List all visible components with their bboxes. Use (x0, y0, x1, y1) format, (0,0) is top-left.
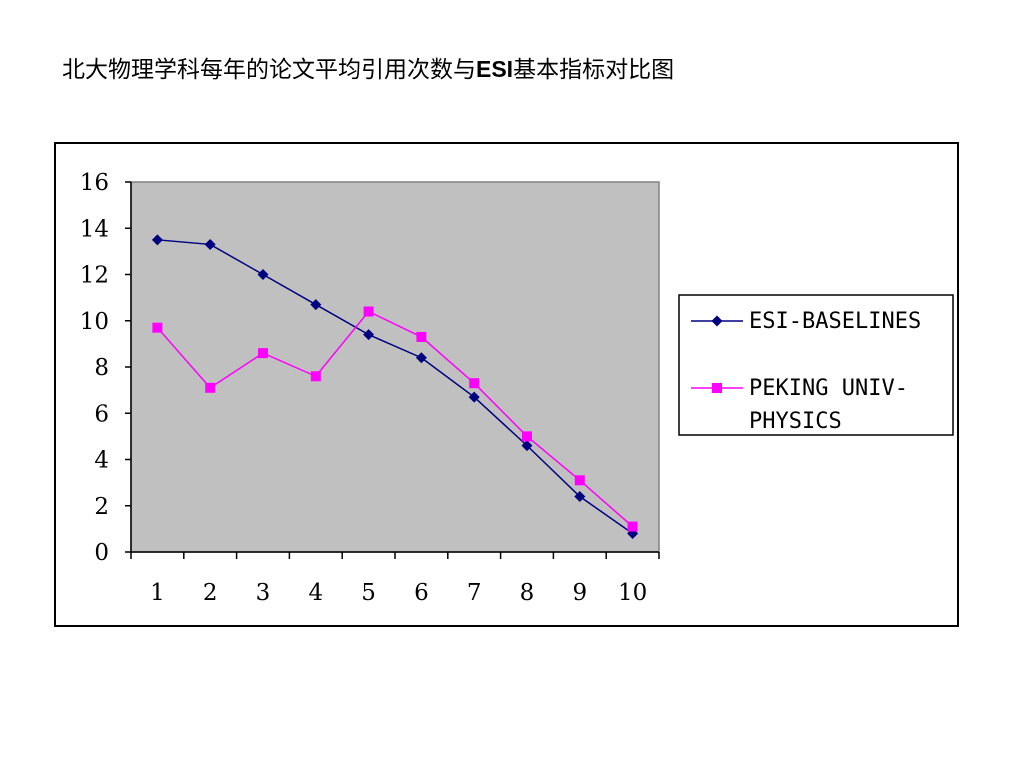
y-tick-label: 6 (94, 401, 109, 427)
y-tick-label: 4 (94, 448, 109, 474)
legend-marker-peking-univ-physics (712, 383, 722, 393)
data-point-peking-univ-physics (522, 431, 532, 442)
chart-frame: 0 2 4 6 8 10 12 14 16 1 2 3 4 5 6 7 8 9 10 ESI-BASELINES PEK… (54, 142, 959, 627)
data-point-esi-baselines (415, 352, 427, 364)
data-point-peking-univ-physics (574, 475, 585, 486)
page-title: 北大物理学科每年的论文平均引用次数与ESI基本指标对比图 (62, 50, 674, 84)
legend-label-peking-univ-physics: PEKING UNIV-PHYSICS (749, 376, 908, 434)
data-point-esi-baselines (151, 234, 163, 246)
legend-marker-esi-baselines (711, 315, 723, 327)
y-tick-label: 14 (80, 216, 109, 242)
x-tick-label: 6 (414, 580, 429, 606)
data-point-peking-univ-physics (152, 322, 163, 333)
series-line-peking-univ-physics (156, 310, 634, 528)
y-tick-label: 12 (80, 263, 109, 289)
title-bold-esi: ESI (476, 56, 514, 82)
x-tick-label: 3 (256, 580, 271, 606)
data-point-peking-univ-physics (469, 378, 480, 389)
y-tick-label: 0 (94, 540, 109, 566)
data-point-esi-baselines (363, 329, 375, 341)
data-point-esi-baselines (468, 391, 480, 403)
data-point-esi-baselines (521, 440, 533, 452)
data-point-peking-univ-physics (627, 521, 638, 532)
data-point-peking-univ-physics (363, 306, 374, 317)
title-prefix: 北大物理学科每年的论文平均引用次数与 (62, 57, 476, 83)
plot-area (130, 181, 660, 553)
data-point-esi-baselines (310, 299, 322, 311)
x-tick-label: 8 (520, 580, 535, 606)
data-point-peking-univ-physics (205, 382, 216, 393)
series-line-esi-baselines (157, 239, 634, 535)
y-tick-label: 16 (80, 170, 109, 196)
legend-box (678, 294, 954, 436)
data-point-esi-baselines (204, 238, 216, 250)
data-point-esi-baselines (574, 491, 586, 502)
x-tick-label: 5 (361, 580, 376, 606)
y-tick-label: 2 (94, 494, 109, 520)
y-tick-label: 8 (94, 355, 109, 381)
data-point-peking-univ-physics (258, 348, 268, 359)
x-tick-label: 2 (203, 580, 218, 606)
data-point-peking-univ-physics (416, 331, 427, 342)
title-suffix: 基本指标对比图 (513, 57, 675, 83)
data-point-peking-univ-physics (310, 371, 321, 382)
legend-label-esi-baselines: ESI-BASELINES (749, 309, 921, 334)
data-point-esi-baselines (257, 269, 269, 280)
x-tick-label: 7 (467, 580, 482, 606)
x-tick-label: 10 (618, 580, 647, 606)
x-tick-label: 4 (308, 580, 323, 606)
x-tick-label: 9 (572, 580, 587, 606)
y-tick-label: 10 (80, 309, 109, 335)
x-tick-label: 1 (150, 580, 165, 606)
